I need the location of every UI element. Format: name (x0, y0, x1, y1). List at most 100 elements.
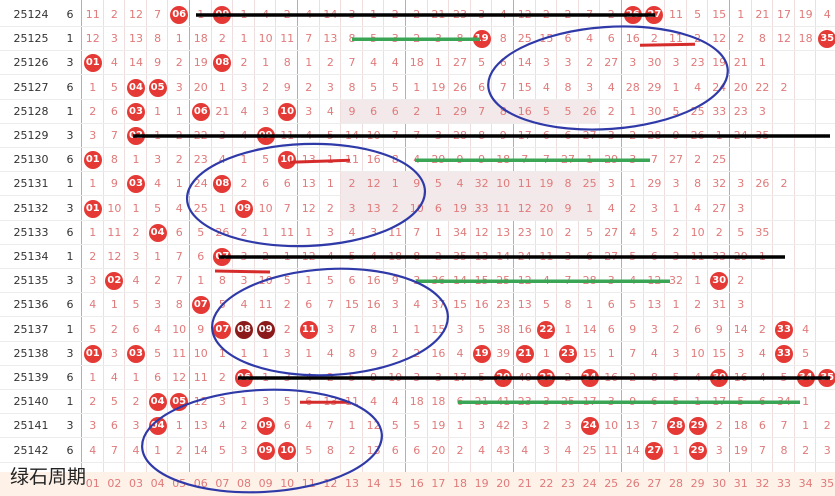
miss-count-cell: 4 (305, 129, 313, 142)
miss-count-cell: 3 (240, 250, 248, 263)
miss-count-cell: 8 (650, 371, 658, 384)
miss-count-cell: 1 (305, 274, 313, 288)
miss-count-cell: 2 (413, 8, 421, 21)
table-row: 25141 3 3 6 3 04 1 13 4 2 09 6 4 7 1 12 5 5 19 1 3 42 3 2 3 24 10 1… (0, 414, 835, 439)
miss-count-cell: 2 (564, 371, 572, 384)
miss-count-cell: 2 (175, 56, 183, 70)
miss-count-cell: 10 (690, 346, 705, 360)
miss-count-cell: 2 (262, 250, 270, 263)
miss-count-cell: 1 (175, 104, 183, 118)
table-row: 25136 6 4 1 5 3 8 07 5 4 11 2 6 7 15 16 3 4 37 15 16 23 13 5 8 1 6… (0, 293, 835, 318)
miss-count-cell: 7 (326, 298, 334, 312)
column-number-label: 21 (517, 477, 532, 490)
miss-count-cell: 5 (391, 419, 399, 433)
miss-count-cell: 1 (326, 153, 334, 167)
miss-count-cell: 6 (348, 274, 356, 288)
miss-count-cell: 11 (344, 153, 359, 167)
row-divider (0, 74, 835, 76)
miss-count-cell: 2 (607, 104, 615, 118)
miss-count-cell: 29 (452, 104, 467, 118)
miss-count-cell: 4 (629, 225, 637, 239)
drawn-number-ball: 06 (235, 369, 253, 387)
miss-count-cell: 12 (647, 274, 662, 288)
miss-count-cell: 6 (305, 298, 313, 312)
miss-count-cell: 2 (413, 104, 421, 118)
miss-count-cell: 4 (413, 298, 421, 312)
miss-count-cell: 27 (582, 129, 597, 142)
miss-count-cell: 13 (366, 443, 381, 457)
miss-count-cell: 1 (434, 225, 442, 239)
miss-count-cell: 7 (780, 419, 788, 433)
miss-count-cell: 5 (197, 225, 205, 239)
drawn-number-ball: 09 (256, 417, 275, 436)
miss-count-cell: 4 (262, 8, 270, 21)
miss-count-cell: 13 (128, 32, 143, 46)
table-row: 25142 6 4 7 4 1 2 14 5 3 09 10 5 8 2 13 6 6 20 2 4 43 4 3 4 25 11 1… (0, 439, 835, 463)
grid-column-line (556, 0, 558, 496)
miss-count-cell: 6 (197, 250, 205, 263)
miss-count-cell: 1 (154, 129, 162, 142)
miss-count-cell: 4 (240, 104, 248, 118)
miss-count-cell: 1 (758, 56, 766, 70)
miss-count-cell: 3 (564, 56, 572, 70)
table-row: 25130 6 01 8 1 3 2 23 4 1 5 10 13 1 11 16 8 4 29 9 9 18 7 7 27 1 2… (0, 148, 835, 173)
miss-count-cell: 5 (629, 298, 637, 312)
miss-count-cell: 2 (240, 56, 248, 70)
issue-count: 6 (66, 153, 74, 167)
miss-count-cell: 2 (132, 395, 140, 409)
miss-count-cell: 13 (517, 298, 532, 312)
miss-count-cell: 10 (409, 201, 424, 215)
miss-count-cell: 2 (586, 56, 594, 70)
column-number-label: 16 (409, 477, 424, 490)
miss-count-cell: 12 (85, 32, 100, 46)
miss-count-cell: 21 (733, 56, 748, 70)
miss-count-cell: 8 (326, 443, 334, 457)
row-divider (0, 26, 835, 27)
miss-count-cell: 5 (370, 80, 378, 94)
miss-count-cell: 8 (348, 80, 356, 94)
column-number-label: 17 (431, 477, 446, 490)
miss-count-cell: 16 (474, 298, 489, 312)
miss-count-cell: 3 (89, 274, 97, 288)
miss-count-cell: 5 (478, 322, 486, 336)
miss-count-cell: 3 (391, 298, 399, 312)
miss-count-cell: 9 (715, 322, 723, 336)
miss-count-cell: 20 (539, 201, 554, 215)
drawn-number-ball: 02 (105, 272, 124, 291)
miss-count-cell: 3 (456, 322, 464, 336)
grid-column-line (469, 0, 471, 496)
miss-count-cell: 13 (323, 395, 338, 409)
table-row: 25134 1 2 12 3 1 7 6 07 3 2 1 12 4 5 4 18 8 2 35 13 14 24 11 3 6 2… (0, 245, 835, 269)
miss-count-cell: 23 (496, 298, 511, 312)
miss-count-cell: 9 (391, 274, 399, 288)
miss-count-cell: 9 (456, 153, 464, 167)
miss-count-cell: 18 (409, 395, 424, 409)
miss-count-cell: 6 (499, 56, 507, 70)
miss-count-cell: 2 (456, 443, 464, 457)
miss-count-cell: 6 (413, 443, 421, 457)
miss-count-cell: 11 (172, 346, 187, 360)
miss-count-cell: 11 (668, 32, 683, 46)
drawn-number-ball: 21 (515, 344, 534, 363)
miss-count-cell: 2 (240, 177, 248, 191)
miss-count-cell: 1 (542, 346, 550, 360)
miss-count-cell: 1 (434, 56, 442, 70)
grid-column-line (318, 0, 320, 496)
miss-count-cell: 2 (110, 322, 118, 336)
miss-count-cell: 7 (586, 8, 594, 21)
miss-count-cell: 8 (175, 298, 183, 312)
miss-count-cell: 35 (755, 225, 770, 239)
miss-count-cell: 34 (776, 395, 791, 409)
miss-count-cell: 1 (370, 8, 378, 21)
miss-count-cell: 4 (240, 298, 248, 312)
miss-count-cell: 16 (604, 371, 619, 384)
miss-count-cell: 1 (89, 80, 97, 94)
drawn-number-ball: 01 (83, 151, 102, 170)
miss-count-cell: 4 (305, 419, 313, 433)
miss-count-cell: 21 (474, 395, 489, 409)
miss-count-cell: 2 (672, 225, 680, 239)
miss-count-cell: 7 (521, 153, 529, 167)
miss-count-cell: 25 (690, 104, 705, 118)
drawn-number-ball: 22 (537, 320, 556, 339)
miss-count-cell: 6 (542, 129, 550, 142)
